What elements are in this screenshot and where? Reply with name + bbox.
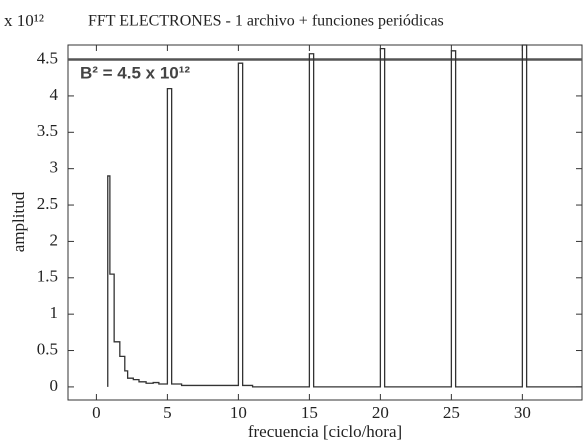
- x-tick-label: 30: [514, 403, 531, 422]
- plot-frame: [67, 44, 583, 401]
- x-tick-label: 15: [301, 403, 318, 422]
- y-tick-label: 0: [50, 376, 59, 395]
- y-tick-label: 3.5: [37, 121, 58, 140]
- x-tick-label: 0: [92, 403, 101, 422]
- x-tick-label: 25: [443, 403, 460, 422]
- y-tick-label: 0.5: [37, 339, 58, 358]
- x-axis-label: frecuencia [ciclo/hora]: [248, 422, 402, 441]
- x-tick-label: 10: [230, 403, 247, 422]
- y-axis-label: amplitud: [9, 191, 28, 252]
- x-tick-label: 5: [163, 403, 172, 422]
- data-line: [107, 44, 582, 388]
- x-tick-label: 20: [372, 403, 389, 422]
- y-tick-label: 1.5: [37, 267, 58, 286]
- y-tick-label: 2: [50, 230, 59, 249]
- chart-title: FFT ELECTRONES - 1 archivo + funciones p…: [88, 13, 444, 30]
- y-tick-label: 3: [50, 158, 59, 177]
- y-tick-label: 4.5: [37, 48, 58, 67]
- y-tick-label: 2.5: [37, 194, 58, 213]
- y-multiplier: x 10¹²: [4, 11, 44, 30]
- annotation: B² = 4.5 x 10¹²: [80, 63, 190, 82]
- y-tick-label: 1: [50, 303, 59, 322]
- y-tick-label: 4: [50, 85, 59, 104]
